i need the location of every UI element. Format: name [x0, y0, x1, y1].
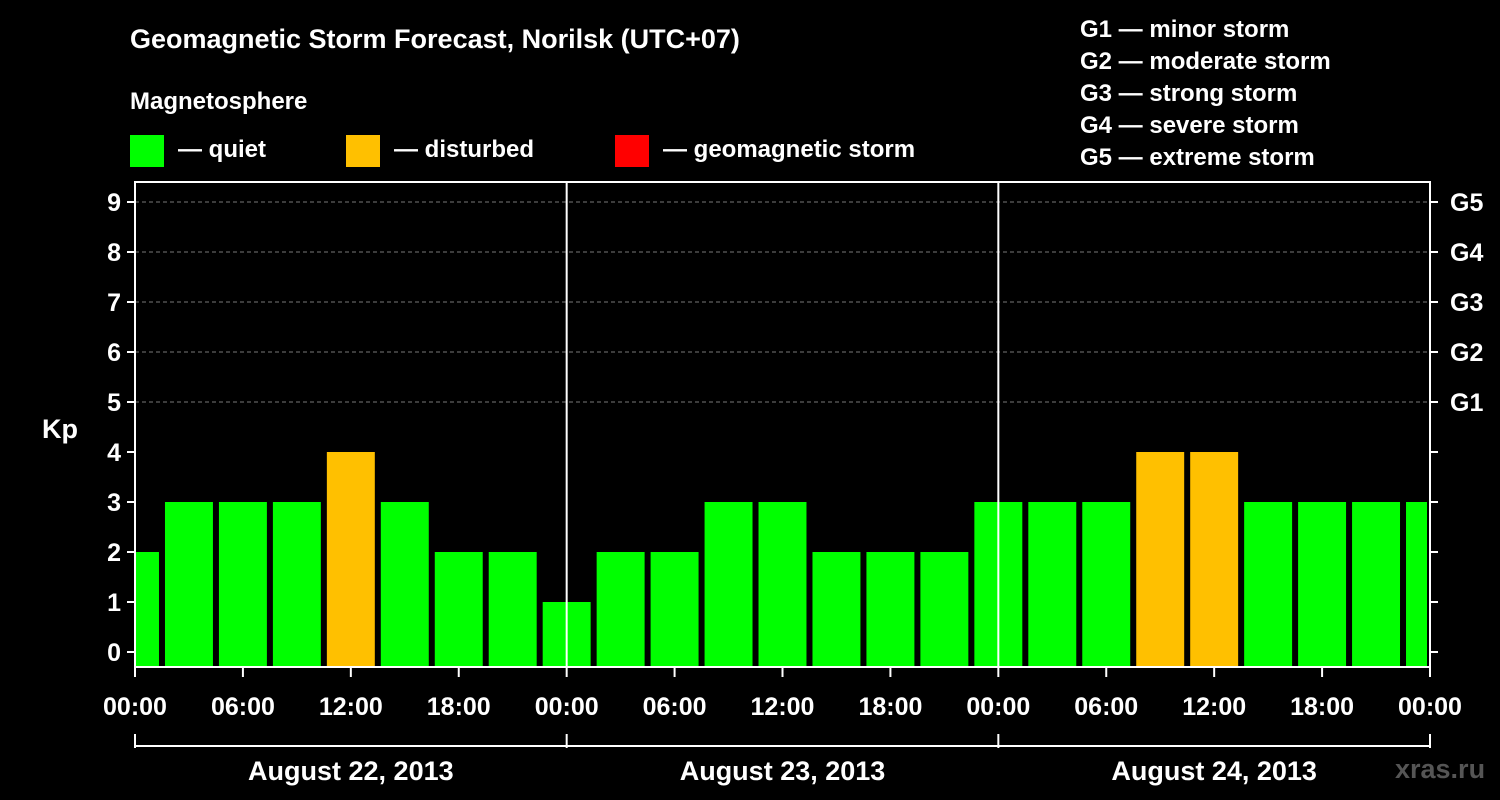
axis-ticks [127, 201, 1438, 748]
bar [136, 552, 159, 667]
x-tick-label: 12:00 [1182, 693, 1246, 721]
x-tick-label: 00:00 [966, 693, 1030, 721]
legend-label-quiet: — quiet [178, 136, 266, 163]
bar [1298, 502, 1347, 667]
bar [1352, 502, 1401, 667]
x-tick-label: 00:00 [1398, 693, 1462, 721]
y-tick-label: 8 [107, 239, 121, 267]
y-tick-label: 9 [107, 189, 121, 217]
x-tick-label: 18:00 [427, 693, 491, 721]
y-tick-label: 3 [107, 489, 121, 517]
x-tick-label: 18:00 [1290, 693, 1354, 721]
bar [1136, 452, 1185, 667]
bar [704, 502, 753, 667]
y-tick-label: 4 [107, 439, 121, 467]
right-tick-label: G3 [1450, 289, 1483, 317]
x-tick-label: 06:00 [643, 693, 707, 721]
legend-swatch-disturbed [346, 135, 380, 167]
x-tick-label: 12:00 [751, 693, 815, 721]
storm-scale-g2: G2 — moderate storm [1080, 48, 1331, 75]
x-tick-label: 12:00 [319, 693, 383, 721]
right-tick-label: G5 [1450, 189, 1483, 217]
x-tick-label: 06:00 [1074, 693, 1138, 721]
day-label: August 24, 2013 [1111, 756, 1317, 786]
y-tick-label: 0 [107, 639, 121, 667]
bar [434, 552, 483, 667]
legend-swatch-storm [615, 135, 649, 167]
x-tick-label: 00:00 [535, 693, 599, 721]
bar [1190, 452, 1239, 667]
legend-label-disturbed: — disturbed [394, 136, 534, 163]
legend: — quiet — disturbed — geomagnetic storm [130, 135, 915, 167]
bar [758, 502, 807, 667]
bar [1028, 502, 1077, 667]
y-axis-label: Kp [42, 414, 78, 444]
storm-scale-g3: G3 — strong storm [1080, 80, 1297, 107]
watermark: xras.ru [1395, 754, 1485, 784]
day-label: August 22, 2013 [248, 756, 454, 786]
bar [866, 552, 915, 667]
right-tick-label: G2 [1450, 339, 1483, 367]
bars [136, 452, 1427, 667]
y-tick-label: 7 [107, 289, 121, 317]
x-tick-label: 06:00 [211, 693, 275, 721]
bar [812, 552, 861, 667]
bar [272, 502, 321, 667]
bar [596, 552, 645, 667]
chart-title: Geomagnetic Storm Forecast, Norilsk (UTC… [130, 24, 740, 54]
storm-scale-g1: G1 — minor storm [1080, 16, 1289, 43]
bar [1244, 502, 1293, 667]
y-tick-label: 1 [107, 589, 121, 617]
bar [164, 502, 213, 667]
y-tick-label: 5 [107, 389, 121, 417]
bar [380, 502, 429, 667]
x-tick-label: 18:00 [858, 693, 922, 721]
x-tick-label: 00:00 [103, 693, 167, 721]
right-tick-label: G4 [1450, 239, 1483, 267]
storm-scale-g4: G4 — severe storm [1080, 112, 1299, 139]
storm-scale-legend: G1 — minor storm G2 — moderate storm G3 … [1080, 16, 1331, 171]
bar [218, 502, 267, 667]
bar [326, 452, 375, 667]
grid-lines [135, 201, 1430, 403]
storm-scale-g5: G5 — extreme storm [1080, 144, 1315, 171]
legend-swatch-quiet [130, 135, 164, 167]
bar [488, 552, 537, 667]
axis-labels: 0 1 2 3 4 5 6 7 8 9 G1 G2 G3 G4 G5 00:00 06:00 12:00 18:00… [103, 189, 1483, 786]
bar [920, 552, 969, 667]
y-tick-label: 6 [107, 339, 121, 367]
bar [1082, 502, 1131, 667]
legend-heading: Magnetosphere [130, 88, 307, 115]
day-label: August 23, 2013 [680, 756, 886, 786]
bar [1406, 502, 1427, 667]
bar [650, 552, 699, 667]
right-tick-label: G1 [1450, 389, 1483, 417]
y-tick-label: 2 [107, 539, 121, 567]
legend-label-storm: — geomagnetic storm [663, 136, 915, 163]
